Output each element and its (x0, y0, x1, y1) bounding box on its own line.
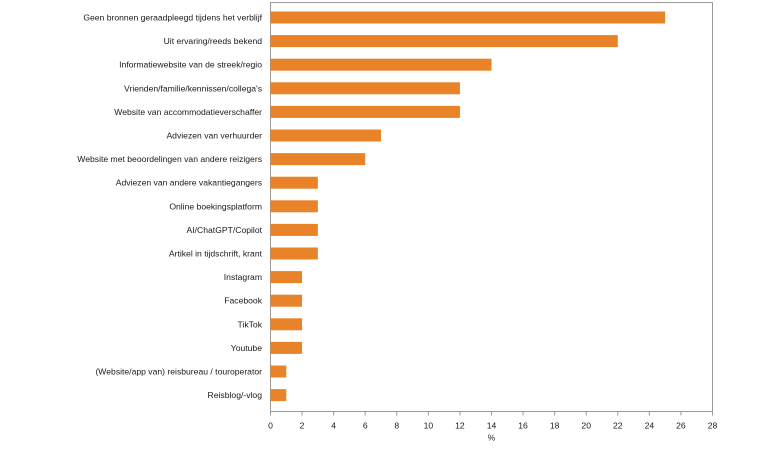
x-tick-label: 2 (300, 421, 305, 431)
bar (270, 176, 318, 189)
category-label: (Website/app van) reisbureau / touropera… (95, 367, 262, 377)
category-label: Online boekingsplatform (169, 201, 262, 211)
category-label: AI/ChatGPT/Copilot (187, 225, 263, 235)
category-label: Instagram (224, 272, 262, 282)
x-tick-label: 4 (331, 421, 336, 431)
x-tick-label: 16 (518, 421, 528, 431)
category-label: Adviezen van verhuurder (166, 131, 262, 141)
x-tick-label: 20 (581, 421, 591, 431)
bar (270, 11, 666, 24)
category-label: Adviezen van andere vakantiegangers (116, 178, 262, 188)
bar (270, 341, 303, 354)
x-tick-label: 12 (455, 421, 465, 431)
category-label: Facebook (224, 296, 262, 306)
x-tick-label: 18 (550, 421, 560, 431)
bar (270, 271, 303, 284)
category-label: Geen bronnen geraadpleegd tijdens het ve… (83, 13, 262, 23)
bar (270, 294, 303, 307)
x-tick-label: 6 (363, 421, 368, 431)
category-label: Website van accommodatieverschaffer (114, 107, 262, 117)
bar (270, 58, 492, 71)
x-axis-ticks-group: 0 2 4 6 8 10 12 14 16 18 20 22 24 26 28 (268, 411, 718, 431)
bar (270, 247, 318, 260)
category-label: Website met beoordelingen van andere rei… (77, 154, 262, 164)
category-label: Artikel in tijdschrift, krant (169, 249, 263, 259)
category-label: Youtube (231, 343, 262, 353)
category-labels-group: Geen bronnen geraadpleegd tijdens het ve… (77, 13, 262, 401)
bar (270, 82, 460, 95)
bar (270, 200, 318, 213)
bar (270, 318, 303, 331)
bar (270, 365, 287, 378)
category-label: Informatiewebsite van de streek/regio (119, 60, 262, 70)
category-label: Reisblog/-vlog (208, 390, 263, 400)
x-tick-label: 22 (613, 421, 623, 431)
bar (270, 35, 618, 48)
x-tick-label: 14 (487, 421, 497, 431)
category-label: Uit ervaring/reeds bekend (164, 36, 263, 46)
bar (270, 129, 381, 142)
x-tick-label: 24 (645, 421, 655, 431)
bar (270, 389, 287, 402)
x-axis-title: % (488, 433, 496, 443)
category-label: TikTok (237, 319, 262, 329)
x-tick-label: 10 (424, 421, 434, 431)
x-tick-label: 0 (268, 421, 273, 431)
bars-group (270, 11, 666, 402)
bar (270, 105, 460, 118)
bar (270, 223, 318, 236)
x-tick-label: 8 (394, 421, 399, 431)
category-label: Vrienden/familie/kennissen/collega's (124, 83, 262, 93)
x-tick-label: 28 (708, 421, 718, 431)
bar (270, 153, 366, 166)
x-tick-label: 26 (676, 421, 686, 431)
